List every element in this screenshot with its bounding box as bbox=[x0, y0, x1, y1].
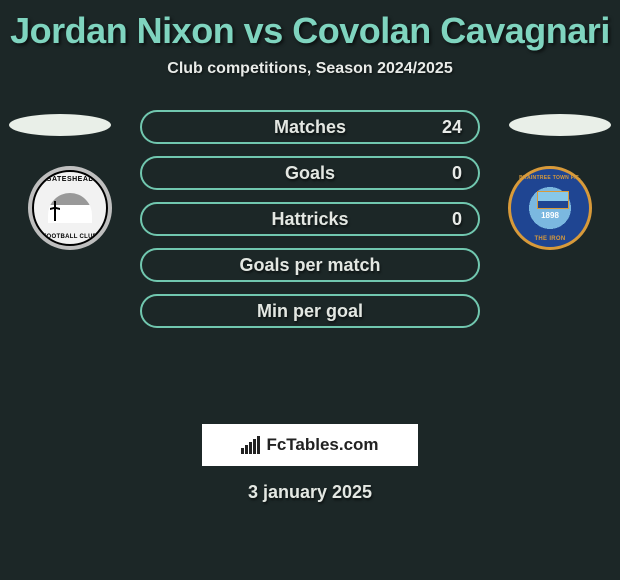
infographic-root: Jordan Nixon vs Covolan Cavagnari Club c… bbox=[0, 0, 620, 503]
player-right-photo-placeholder bbox=[509, 114, 611, 136]
stat-label: Goals per match bbox=[202, 255, 418, 276]
branding-text: FcTables.com bbox=[266, 435, 378, 455]
comparison-panel: GATESHEAD FOOTBALL CLUB BRAINTREE TOWN F… bbox=[0, 96, 620, 416]
club-right-subname: THE IRON bbox=[511, 236, 589, 242]
player-left-photo-placeholder bbox=[9, 114, 111, 136]
club-left-subname: FOOTBALL CLUB bbox=[43, 234, 98, 240]
stat-label: Hattricks bbox=[202, 209, 418, 230]
stat-label: Goals bbox=[202, 163, 418, 184]
bars-icon bbox=[241, 436, 260, 454]
club-right-name: BRAINTREE TOWN F.C. bbox=[511, 175, 589, 181]
generation-date: 3 january 2025 bbox=[0, 466, 620, 503]
stat-row-matches: Matches 24 bbox=[140, 110, 480, 144]
stat-right-value: 0 bbox=[418, 163, 478, 184]
club-left-name: GATESHEAD bbox=[46, 176, 94, 183]
stat-right-value: 24 bbox=[418, 117, 478, 138]
stat-row-min-per-goal: Min per goal bbox=[140, 294, 480, 328]
stat-row-goals: Goals 0 bbox=[140, 156, 480, 190]
stat-label: Matches bbox=[202, 117, 418, 138]
gateshead-badge-icon: GATESHEAD FOOTBALL CLUB bbox=[28, 166, 112, 250]
page-title: Jordan Nixon vs Covolan Cavagnari bbox=[0, 0, 620, 58]
stat-label: Min per goal bbox=[202, 301, 418, 322]
stats-table: Matches 24 Goals 0 Hattricks 0 Goals per… bbox=[140, 110, 480, 340]
braintree-badge-icon: BRAINTREE TOWN F.C. 1898 THE IRON bbox=[508, 166, 592, 250]
stat-row-hattricks: Hattricks 0 bbox=[140, 202, 480, 236]
stat-row-goals-per-match: Goals per match bbox=[140, 248, 480, 282]
branding-box: FcTables.com bbox=[202, 424, 418, 466]
bridge-icon bbox=[48, 193, 92, 223]
angel-figure-icon bbox=[50, 201, 60, 221]
subtitle: Club competitions, Season 2024/2025 bbox=[0, 58, 620, 96]
club-badge-left: GATESHEAD FOOTBALL CLUB bbox=[20, 158, 120, 258]
stat-right-value: 0 bbox=[418, 209, 478, 230]
club-badge-right: BRAINTREE TOWN F.C. 1898 THE IRON bbox=[500, 158, 600, 258]
club-right-year: 1898 bbox=[511, 211, 589, 220]
braintree-scene-icon bbox=[537, 191, 569, 209]
